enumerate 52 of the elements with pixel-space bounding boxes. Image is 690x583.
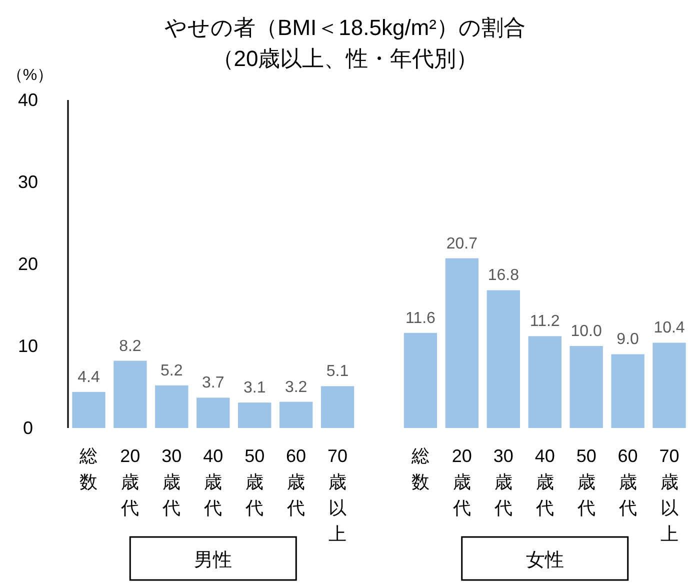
data-label: 4.4: [78, 368, 100, 386]
bar: [528, 336, 562, 428]
data-label: 20.7: [446, 235, 478, 252]
bar: [404, 332, 438, 428]
x-tick-label: 40歳代: [203, 446, 224, 518]
data-label: 3.7: [202, 374, 224, 392]
data-label: 3.1: [243, 380, 266, 397]
y-tick-label: 30: [18, 172, 38, 192]
bar: [238, 402, 272, 428]
x-tick-label: 30歳代: [162, 446, 182, 518]
x-tick-label: 70歳以上: [328, 446, 348, 544]
data-label: 16.8: [488, 267, 520, 284]
bar: [196, 398, 230, 428]
x-tick-label: 50歳代: [244, 446, 265, 518]
bar: [155, 385, 188, 428]
data-label: 3.2: [284, 378, 308, 396]
chart-title: やせの者（BMI＜18.5kg/m²）の割合: [164, 15, 526, 40]
x-tick-label: 60歳代: [286, 446, 306, 518]
data-label: 9.0: [616, 331, 640, 348]
bar: [652, 342, 686, 428]
y-tick-label: 20: [18, 254, 38, 274]
data-label: 5.2: [160, 362, 183, 380]
bar: [445, 258, 479, 428]
bar: [114, 360, 147, 428]
bar: [72, 392, 106, 428]
x-tick-label: 30歳代: [493, 446, 514, 518]
data-label: 11.2: [530, 313, 560, 330]
data-label: 10.4: [654, 320, 685, 337]
text: 男性: [194, 550, 232, 571]
data-label: 11.6: [405, 310, 436, 327]
chart-subtitle: （20歳以上、性・年代別）: [212, 46, 478, 71]
data-label: 10.0: [570, 323, 602, 340]
bar: [320, 386, 354, 428]
x-tick-label: 20歳代: [452, 446, 472, 518]
text: 女性: [526, 550, 564, 571]
y-axis-title: （%）: [6, 67, 54, 84]
x-tick-label: 70歳以上: [659, 446, 680, 544]
x-tick-label: 60歳代: [618, 446, 638, 518]
x-tick-label: 総数: [78, 446, 98, 492]
bar: [486, 290, 520, 428]
x-tick-label: 20歳代: [120, 446, 140, 518]
y-tick-label: 0: [22, 418, 34, 438]
data-label: 5.1: [326, 363, 349, 380]
data-label: 8.2: [119, 338, 142, 355]
bar: [570, 346, 603, 428]
y-tick-label: 10: [18, 336, 38, 356]
y-tick-label: 40: [18, 90, 38, 110]
bar: [279, 402, 313, 428]
x-tick-label: 50歳代: [576, 446, 596, 518]
x-tick-label: 総数: [410, 446, 430, 492]
x-tick-label: 40歳代: [534, 446, 555, 518]
bar: [611, 354, 644, 428]
